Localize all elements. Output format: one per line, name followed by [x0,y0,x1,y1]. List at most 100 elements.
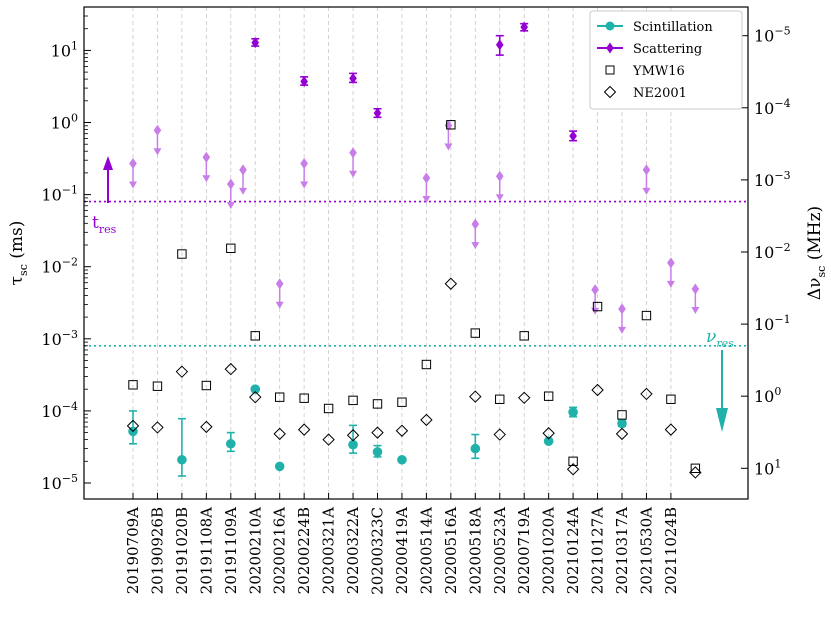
x-tick-label: 20200523A [491,507,509,594]
x-tick-label: 20200719A [515,507,533,594]
ymw16-point [446,120,456,130]
y2-tick-label: 10−5 [754,25,791,46]
upper-limit-point [667,257,675,269]
y-tick-label: 100 [51,112,78,133]
ymw16-point [177,249,187,259]
ymw16-point [666,394,676,404]
scintillation-point [274,461,285,472]
y-tick-label: 10−4 [41,400,78,421]
ymw16-point [226,243,236,254]
upper-limit-point [618,303,626,315]
upper-limit-point [349,147,357,159]
x-tick-label: 20210317A [613,507,631,594]
scintillation-point [470,443,481,454]
ne2001-point [346,429,360,442]
scintillation-point [226,438,236,449]
x-tick-label: 20210124A [564,507,582,594]
x-tick-label: 20200322A [344,507,362,594]
legend-label: Scintillation [633,20,713,35]
y-tick-label: 10−5 [41,472,78,493]
x-tick-label: 20190926B [148,507,166,594]
upper-limit-arrowhead [202,175,211,183]
y-axis-label: τsc (ms) [7,221,30,286]
legend-box [589,10,743,110]
ne2001-point [297,423,311,436]
scattering-point [251,37,260,49]
scattering-point [569,130,577,142]
upper-limit-point [642,164,651,176]
t-res-arrowhead [103,156,113,170]
plot-frame [83,6,749,500]
y-tick-label: 10−3 [41,328,78,349]
x-tick-label: 20200514A [417,507,435,594]
ne2001-point [444,277,458,290]
ne2001-point [640,387,653,401]
ymw16-point [397,397,407,407]
x-tick-label: 20200518A [466,507,484,594]
x-tick-label: 20200321A [320,507,338,594]
upper-limit-arrowhead [349,170,358,178]
y-tick-label: 10−2 [41,256,78,277]
ne2001-point [542,427,555,440]
ne2001-point [395,424,409,437]
scattering-point [300,76,308,88]
ne2001-point [615,427,629,441]
x-tick-label: 20210127A [589,507,607,594]
scattering-point [520,21,528,33]
upper-limit-arrowhead [444,143,453,151]
ymw16-point [201,380,212,391]
upper-limit-arrowhead [226,202,235,210]
scintillation-point [543,436,554,447]
ymw16-point [323,403,334,414]
upper-limit-arrowhead [422,195,431,203]
upper-limit-arrowhead [153,148,162,156]
upper-limit-point [471,218,480,230]
legend-marker-scintillation [605,21,615,31]
nu-res-label: νres [706,327,734,350]
ne2001-point [591,383,604,397]
upper-limit-point [300,158,308,170]
upper-limit-arrowhead [691,307,700,315]
upper-limit-point [239,164,247,176]
scattering-point [349,72,357,84]
ne2001-point [200,420,213,434]
upper-limit-arrowhead [495,194,504,202]
ymw16-point [128,380,138,390]
y2-tick-label: 101 [754,457,781,478]
legend-marker-scattering [606,42,614,54]
scintillation-point [348,439,358,450]
scintillation-point [568,407,578,417]
y2-tick-label: 10−2 [754,241,791,262]
legend-label: YMW16 [632,64,685,79]
ymw16-point [299,393,309,403]
ne2001-point [126,419,140,433]
ymw16-point [641,310,652,321]
legend: Scintillation Scattering YMW16 NE2001 [589,10,743,110]
y2-tick-label: 10−3 [754,169,791,190]
scintillation-point [250,384,261,395]
upper-limit-point [202,151,211,163]
ymw16-point [275,392,285,402]
upper-limit-point [153,124,162,136]
upper-limit-point [422,172,431,184]
upper-limit-point [129,158,137,170]
upper-limit-arrowhead [300,181,309,189]
ymw16-point [519,331,529,341]
threshold-layer: tres νres [84,156,748,432]
t-res-label: tres [92,213,117,236]
y-tick-label: 10−1 [41,184,78,205]
y2-axis-label: Δνsc (MHz) [805,206,828,300]
ne2001-point [151,421,164,434]
x-tick-label: 20201020A [540,507,558,594]
scintillation-point [617,418,627,429]
legend-label: Scattering [633,42,702,57]
upper-limit-point [275,278,284,290]
ymw16-point [348,395,358,406]
upper-limit-point [227,178,235,190]
y-tick-label: 101 [51,39,78,60]
x-tick-label: 20191020B [173,507,191,594]
x-tick-label: 20200216A [271,507,289,594]
upper-limit-arrowhead [239,187,248,195]
ymw16-point [568,456,578,467]
